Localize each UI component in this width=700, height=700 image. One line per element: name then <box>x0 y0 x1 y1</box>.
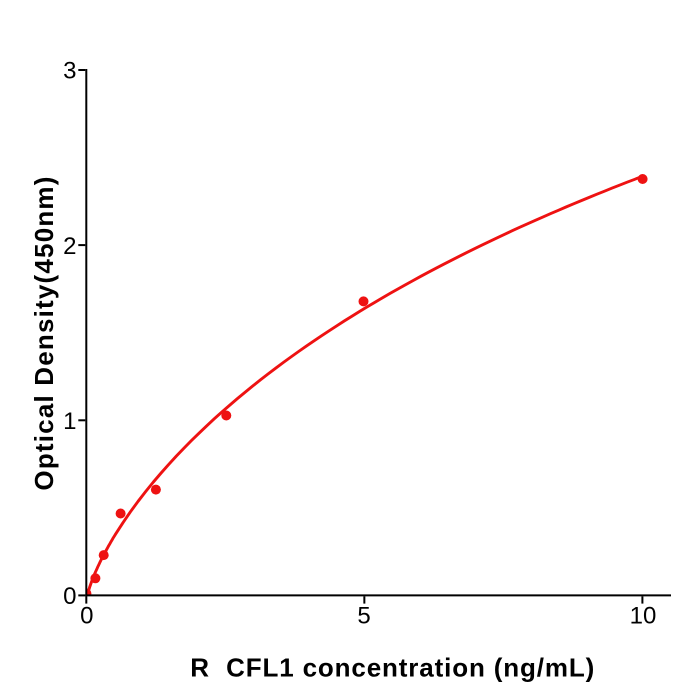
svg-text:5: 5 <box>357 602 370 629</box>
svg-text:R CFL1 concentration (ng/mL): R CFL1 concentration (ng/mL) <box>190 652 595 682</box>
svg-text:2: 2 <box>63 233 76 260</box>
svg-text:10: 10 <box>630 602 657 629</box>
svg-text:0: 0 <box>80 602 93 629</box>
svg-text:1: 1 <box>63 408 76 435</box>
svg-text:0: 0 <box>63 583 76 610</box>
svg-text:Optical Density(450nm): Optical Density(450nm) <box>29 175 59 490</box>
svg-text:3: 3 <box>63 58 76 85</box>
